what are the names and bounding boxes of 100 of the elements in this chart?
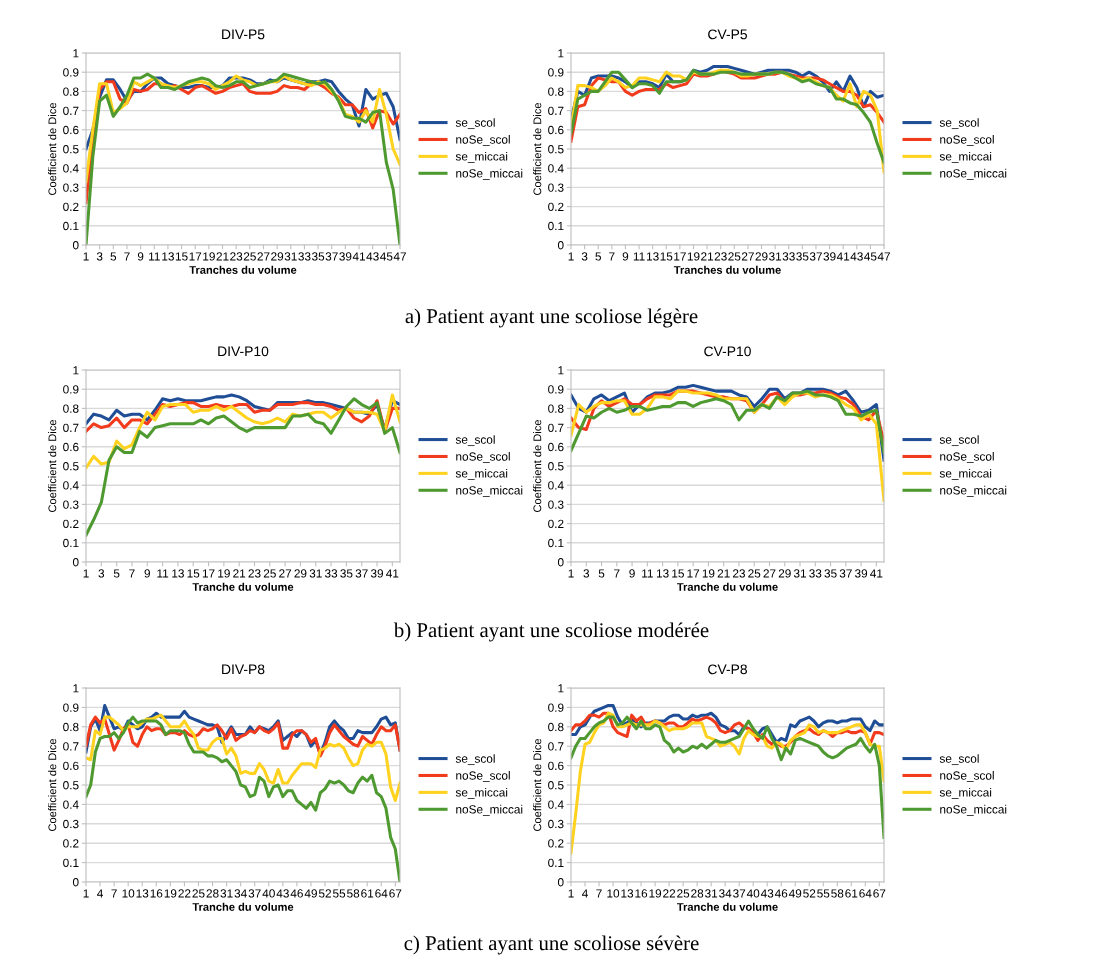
y-tick-label: 0 xyxy=(72,241,79,250)
y-tick-label: 0.2 xyxy=(63,202,79,211)
x-tick-label: 5 xyxy=(595,252,602,261)
x-tick-label: 25 xyxy=(748,569,761,578)
legend-label: se_miccai xyxy=(455,468,508,480)
legend-label: noSe_miccai xyxy=(940,804,1007,816)
x-tick-label: 13 xyxy=(162,252,174,261)
x-tick-label: 13 xyxy=(646,252,659,261)
x-tick-label: 5 xyxy=(110,252,117,261)
y-tick-label: 1 xyxy=(73,49,79,58)
x-tick-label: 19 xyxy=(203,252,215,261)
x-tick-label: 29 xyxy=(294,569,307,578)
y-tick-label: 0.9 xyxy=(548,385,564,394)
chart-title: DIV-P5 xyxy=(222,29,265,40)
x-axis-title: Tranche du volume xyxy=(192,582,294,591)
x-tick-label: 39 xyxy=(854,569,868,578)
y-tick-label: 0.1 xyxy=(63,538,79,548)
legend-label: noSe_scol xyxy=(456,771,510,782)
x-tick-label: 47 xyxy=(877,252,890,261)
x-tick-label: 25 xyxy=(192,889,205,898)
x-tick-label: 27 xyxy=(763,569,776,578)
y-tick-label: 0.7 xyxy=(63,423,79,432)
legend-label: se_miccai xyxy=(939,787,992,799)
x-tick-label: 34 xyxy=(234,889,247,898)
x-tick-label: 5 xyxy=(113,569,120,578)
y-tick-label: 0.9 xyxy=(63,68,79,77)
x-tick-label: 3 xyxy=(96,252,103,261)
x-tick-label: 49 xyxy=(304,889,317,898)
x-tick-label: 19 xyxy=(702,569,715,578)
x-tick-label: 11 xyxy=(157,569,169,578)
x-tick-label: 41 xyxy=(870,569,883,578)
legend-label: se_scol xyxy=(455,435,495,447)
x-axis-title: Tranches du volume xyxy=(189,265,297,274)
x-tick-label: 27 xyxy=(257,252,270,261)
y-tick-label: 1 xyxy=(73,684,79,693)
x-tick-label: 39 xyxy=(339,252,352,261)
x-tick-label: 1 xyxy=(83,252,89,261)
y-tick-label: 0.4 xyxy=(63,164,79,173)
y-tick-label: 0.6 xyxy=(63,125,79,135)
y-tick-label: 0 xyxy=(557,878,564,887)
x-tick-label: 37 xyxy=(733,889,746,898)
x-tick-label: 21 xyxy=(233,569,246,578)
x-tick-label: 19 xyxy=(164,889,177,898)
x-tick-label: 43 xyxy=(850,252,863,261)
legend-label: se_scol xyxy=(455,118,495,130)
legend-label: noSe_miccai xyxy=(456,168,523,180)
x-tick-label: 31 xyxy=(309,569,322,578)
x-tick-label: 47 xyxy=(393,252,406,261)
x-tick-label: 67 xyxy=(873,889,886,898)
legend-label: se_miccai xyxy=(939,151,992,163)
x-tick-label: 31 xyxy=(705,889,718,898)
y-tick-label: 0.6 xyxy=(548,442,564,452)
x-tick-label: 61 xyxy=(361,889,374,898)
y-tick-label: 0.4 xyxy=(548,481,564,490)
x-tick-label: 37 xyxy=(355,569,368,578)
x-tick-label: 15 xyxy=(175,252,188,261)
y-tick-label: 0.8 xyxy=(63,722,79,732)
x-tick-label: 7 xyxy=(609,252,615,261)
x-axis-title: Tranche du volume xyxy=(677,902,778,911)
y-tick-label: 0.5 xyxy=(63,145,79,154)
legend-label: se_scol xyxy=(939,118,979,130)
x-tick-label: 21 xyxy=(701,252,714,261)
x-tick-label: 19 xyxy=(687,252,700,261)
x-tick-label: 25 xyxy=(263,569,276,578)
y-tick-label: 1 xyxy=(558,684,564,693)
x-tick-label: 3 xyxy=(583,569,590,578)
x-tick-label: 23 xyxy=(714,252,727,261)
x-tick-label: 31 xyxy=(284,252,297,261)
x-tick-label: 15 xyxy=(672,569,684,578)
x-tick-label: 33 xyxy=(782,252,795,261)
x-tick-label: 37 xyxy=(809,252,822,261)
x-tick-label: 13 xyxy=(172,569,184,578)
y-tick-label: 0.3 xyxy=(548,819,564,829)
y-tick-label: 0.2 xyxy=(63,839,79,848)
y-axis-title: Coefficient de Dice xyxy=(48,102,57,195)
y-tick-label: 0.7 xyxy=(548,423,564,432)
x-tick-label: 43 xyxy=(276,889,289,898)
y-tick-label: 0.4 xyxy=(548,800,564,809)
x-tick-label: 52 xyxy=(318,889,331,898)
y-tick-label: 0.9 xyxy=(548,68,564,77)
y-tick-label: 0.3 xyxy=(63,183,79,192)
x-tick-label: 17 xyxy=(189,252,202,261)
x-tick-label: 17 xyxy=(202,569,215,578)
y-tick-label: 0.2 xyxy=(548,202,564,211)
x-axis-title: Tranches du volume xyxy=(673,265,781,274)
x-tick-label: 1 xyxy=(83,569,89,578)
y-tick-label: 0.4 xyxy=(63,800,79,809)
y-tick-label: 0.2 xyxy=(63,519,79,528)
x-tick-label: 21 xyxy=(216,252,229,261)
y-axis-title: Coefficient de Dice xyxy=(533,738,542,831)
x-tick-label: 40 xyxy=(262,889,275,898)
y-tick-label: 0.4 xyxy=(63,481,79,490)
x-tick-label: 35 xyxy=(311,252,325,261)
legend-label: noSe_scol xyxy=(940,771,994,782)
y-tick-label: 0 xyxy=(557,558,564,567)
x-tick-label: 5 xyxy=(598,569,605,578)
x-axis-title: Tranche du volume xyxy=(192,902,294,911)
legend-label: se_scol xyxy=(455,754,495,766)
chart-title: CV-P8 xyxy=(708,664,747,675)
chart-title: CV-P5 xyxy=(708,29,747,40)
